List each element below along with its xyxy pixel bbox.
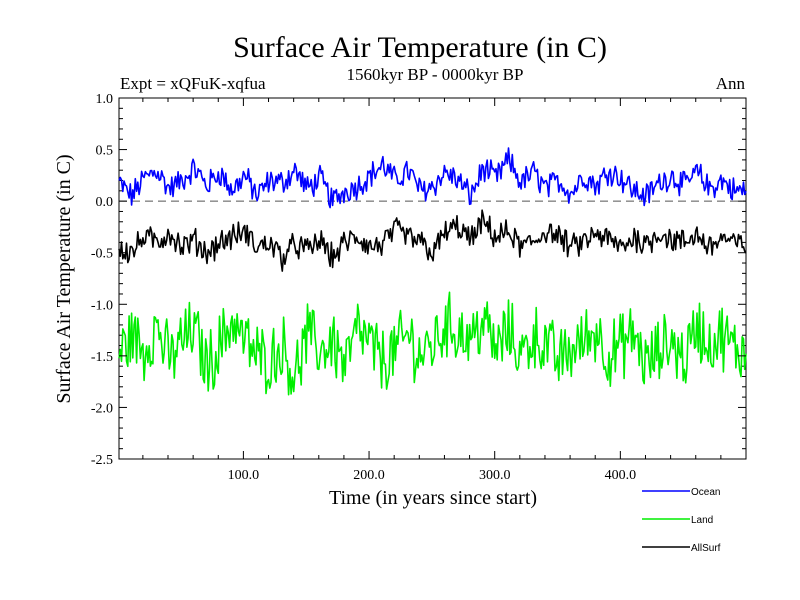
series-line-allsurf [118,209,747,272]
x-tick-label: 200.0 [353,468,385,483]
y-tick-label: -1.5 [91,350,113,365]
x-axis: 100.0 200.0 300.0 400.0 [228,98,636,483]
x-axis-label: Time (in years since start) [329,487,537,509]
x-tick-label: 400.0 [605,468,637,483]
y-tick-label: 0.5 [96,144,114,159]
y-axis-label: Surface Air Temperature (in C) [53,154,75,403]
y-tick-label: -2.5 [91,453,113,468]
legend-label-allsurf: AllSurf [691,543,721,554]
minor-tick-marks [119,98,746,459]
y-tick-label: -0.5 [91,247,113,262]
season-label: Ann [716,74,746,93]
y-tick-label: 0.0 [96,195,114,210]
series-line-land [118,291,747,396]
x-tick-label: 100.0 [228,468,260,483]
experiment-label: Expt = xQFuK-xqfua [120,74,266,93]
y-tick-label: 1.0 [96,92,114,107]
y-tick-label: -1.0 [91,298,113,313]
chart-title: Surface Air Temperature (in C) [233,31,607,64]
plot-area-frame [118,97,747,460]
legend-label-ocean: Ocean [691,487,720,498]
y-tick-label: -2.0 [91,401,113,416]
x-tick-label: 300.0 [479,468,511,483]
y-axis: -2.5 -2.0 -1.5 -1.0 -0.5 0.0 0.5 1.0 [91,92,746,468]
series-lines [118,147,747,396]
legend-label-land: Land [691,515,713,526]
legend: Ocean Land AllSurf [642,487,721,554]
series-line-ocean [118,147,747,209]
time-range-label: 1560kyr BP - 0000kyr BP [347,65,524,84]
